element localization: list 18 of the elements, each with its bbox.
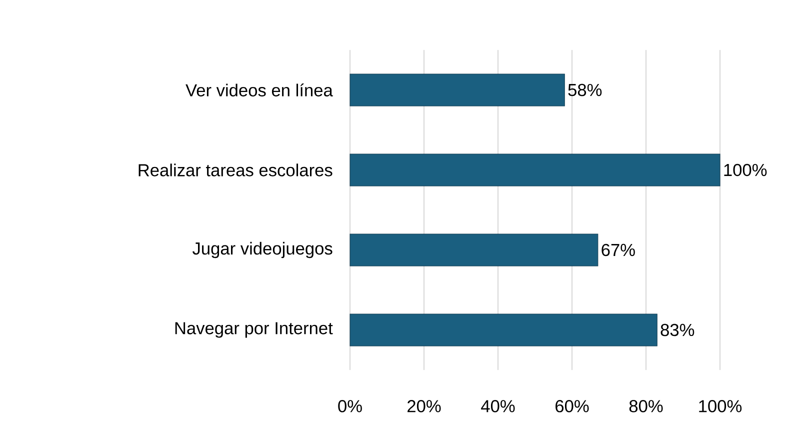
- bar: [350, 234, 598, 266]
- x-tick-label: 100%: [699, 400, 742, 412]
- x-tick-label: 80%: [629, 400, 663, 412]
- y-tick-label: Jugar videojuegos: [192, 242, 332, 258]
- y-tick-label: Ver videos en línea: [186, 84, 333, 96]
- x-tick-label: 60%: [556, 400, 589, 412]
- x-tick-label: 40%: [481, 400, 515, 412]
- data-label: 83%: [660, 324, 694, 336]
- bar: [350, 74, 565, 106]
- x-tick-label: 20%: [408, 400, 441, 412]
- y-tick-label: Navegar por Internet: [175, 322, 333, 338]
- y-tick-label: Realizar tareas escolares: [138, 164, 332, 176]
- bar: [350, 314, 658, 346]
- x-tick-label: 0%: [338, 400, 362, 412]
- bar: [350, 154, 720, 186]
- data-label: 100%: [724, 164, 767, 176]
- data-label: 67%: [602, 244, 635, 256]
- data-label: 58%: [568, 84, 602, 96]
